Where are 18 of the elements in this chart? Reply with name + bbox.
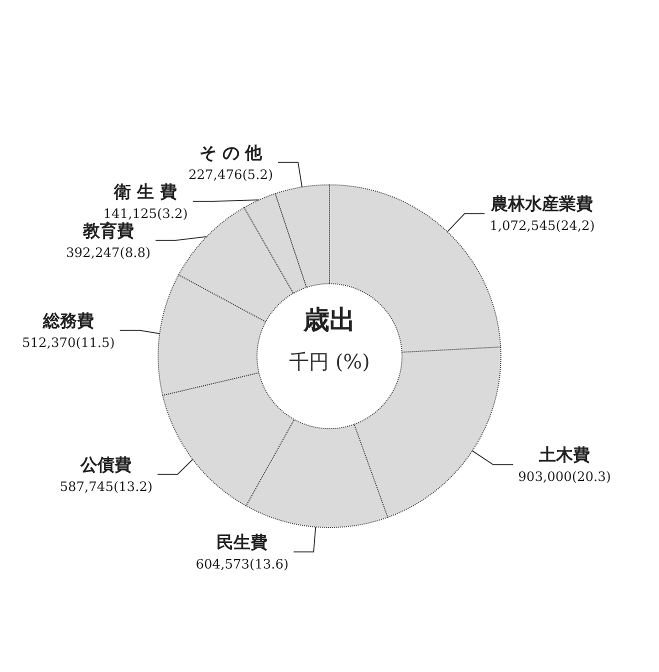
data-label: 587,745(13.2) (60, 480, 153, 495)
slice-label: 農林水産業費 (490, 194, 594, 215)
text: 歳出 (302, 305, 356, 336)
slice-label: 総務費 (42, 311, 94, 332)
slice-label: 教育費 (82, 220, 134, 242)
slice-label: 衛 生 費 (113, 182, 177, 202)
data-label: 392,247(8.8) (66, 246, 151, 261)
data-label: 512,370(11.5) (22, 336, 115, 351)
slice-label: 民生費 (216, 532, 268, 553)
data-label: 227,476(5.2) (188, 168, 274, 183)
data-label: 604,573(13.6) (196, 557, 289, 572)
slice-label: そ の 他 (199, 143, 264, 164)
text: 千円 (%) (289, 349, 370, 374)
data-label: 903,000(20.3) (518, 470, 611, 486)
data-label: 141,125(3.2) (103, 206, 188, 222)
slice-label: 土木費 (538, 446, 590, 466)
data-label: 1,072,545(24,2) (490, 219, 595, 234)
slice-label: 公債費 (80, 455, 132, 476)
